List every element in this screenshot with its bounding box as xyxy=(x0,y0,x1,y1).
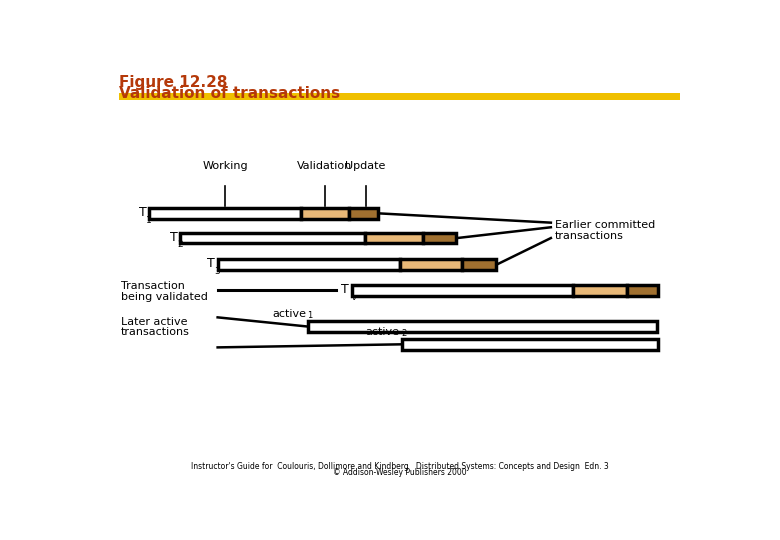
Bar xyxy=(352,285,573,296)
Bar xyxy=(300,208,349,219)
Text: being validated: being validated xyxy=(121,292,207,301)
Text: T: T xyxy=(169,231,177,244)
Bar xyxy=(180,233,365,244)
Text: T: T xyxy=(341,283,349,296)
Text: 2: 2 xyxy=(177,240,183,249)
Text: T: T xyxy=(139,206,147,219)
Text: active: active xyxy=(366,327,399,336)
Text: 1: 1 xyxy=(147,215,152,225)
Text: T: T xyxy=(207,257,215,270)
Bar xyxy=(365,233,423,244)
Text: Transaction: Transaction xyxy=(121,281,185,291)
Text: Update: Update xyxy=(346,161,386,171)
Text: Later active: Later active xyxy=(121,317,187,327)
Text: Figure 12.28: Figure 12.28 xyxy=(119,75,228,90)
Bar xyxy=(423,233,456,244)
Bar xyxy=(308,321,657,332)
Bar xyxy=(150,208,300,219)
Bar xyxy=(627,285,658,296)
Text: 2: 2 xyxy=(401,329,406,338)
Text: 1: 1 xyxy=(307,312,313,320)
Text: transactions: transactions xyxy=(555,231,624,241)
Text: Earlier committed: Earlier committed xyxy=(555,220,655,230)
Bar xyxy=(402,339,658,350)
Text: Validation: Validation xyxy=(297,161,353,171)
Bar xyxy=(119,92,680,100)
Bar xyxy=(462,259,496,269)
Bar xyxy=(573,285,627,296)
Text: Validation of transactions: Validation of transactions xyxy=(119,85,340,100)
Text: 3: 3 xyxy=(215,267,220,275)
Text: Instructor's Guide for  Coulouris, Dollimore and Kindberg   Distributed Systems:: Instructor's Guide for Coulouris, Dollim… xyxy=(191,462,608,471)
Text: v: v xyxy=(351,294,356,302)
Text: Working: Working xyxy=(202,161,248,171)
Text: active: active xyxy=(272,309,306,319)
Bar xyxy=(399,259,462,269)
Bar xyxy=(218,259,399,269)
Text: transactions: transactions xyxy=(121,327,190,337)
Text: © Addison-Wesley Publishers 2000: © Addison-Wesley Publishers 2000 xyxy=(333,468,466,477)
Bar xyxy=(349,208,378,219)
